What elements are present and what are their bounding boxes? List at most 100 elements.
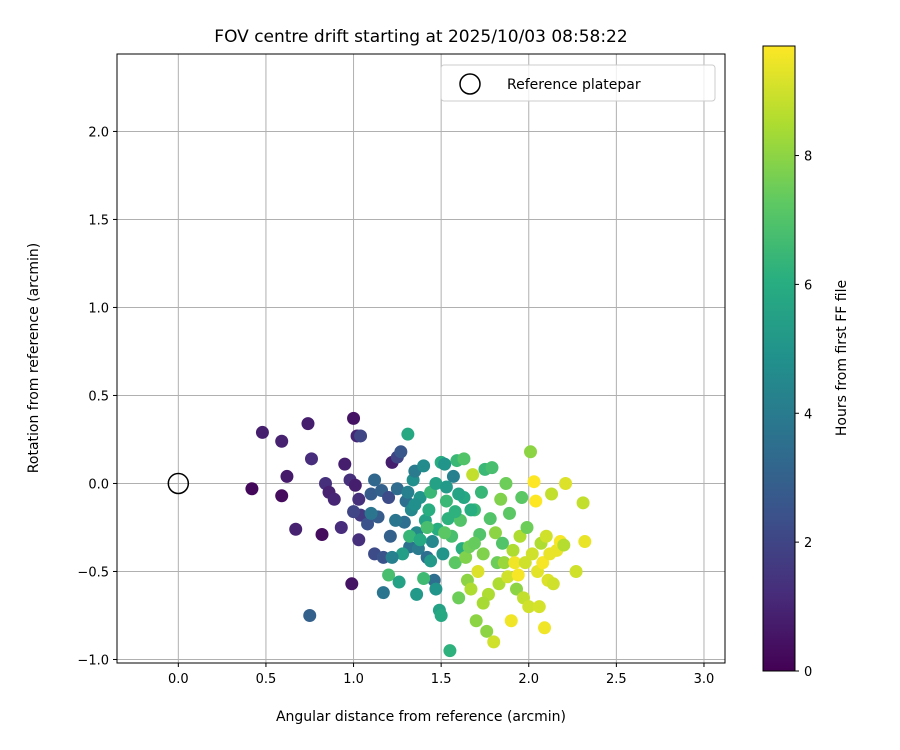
- data-point: [480, 624, 494, 638]
- legend-label-reference: Reference platepar: [507, 77, 641, 93]
- data-point: [334, 520, 348, 534]
- data-point: [394, 445, 408, 459]
- plot-frame: [116, 53, 726, 664]
- data-point: [439, 494, 453, 508]
- data-point: [417, 572, 431, 586]
- y-tick-label: 1.0: [88, 301, 109, 316]
- data-point: [495, 536, 509, 550]
- colorbar-tick-label: 4: [804, 407, 812, 422]
- data-point: [513, 529, 527, 543]
- data-point: [492, 577, 506, 591]
- data-point: [422, 503, 436, 517]
- data-point: [338, 457, 352, 471]
- data-point: [474, 485, 488, 499]
- data-point: [497, 556, 511, 570]
- data-point: [499, 476, 513, 490]
- colorbar-gradient: [762, 45, 796, 672]
- data-point: [396, 547, 410, 561]
- data-point: [417, 459, 431, 473]
- data-point: [436, 547, 450, 561]
- colorbar-ticks: 0 2 4 6 8: [795, 150, 812, 680]
- colorbar-tick-label: 0: [804, 665, 812, 680]
- data-point: [520, 520, 534, 534]
- data-point: [301, 417, 315, 431]
- data-point: [466, 468, 480, 482]
- data-point: [508, 556, 522, 570]
- data-point: [464, 503, 478, 517]
- data-point: [476, 596, 490, 610]
- x-axis-label: Angular distance from reference (arcmin): [276, 709, 566, 725]
- x-tick-label: 2.0: [518, 672, 539, 687]
- data-point: [538, 621, 552, 635]
- data-point: [420, 520, 434, 534]
- data-point: [452, 487, 466, 501]
- data-point: [438, 526, 452, 540]
- data-point: [408, 498, 422, 512]
- data-point: [289, 522, 303, 536]
- y-tick-label: 1.5: [88, 213, 109, 228]
- data-point: [410, 587, 424, 601]
- data-point: [385, 550, 399, 564]
- data-point: [352, 533, 366, 547]
- data-point: [476, 547, 490, 561]
- data-point: [327, 492, 341, 506]
- data-point: [303, 608, 317, 622]
- data-point: [576, 496, 590, 510]
- data-point: [354, 429, 368, 443]
- data-point: [509, 582, 523, 596]
- data-point: [457, 452, 471, 466]
- x-tick-label: 0.0: [168, 672, 189, 687]
- colorbar-label: Hours from first FF file: [834, 280, 850, 436]
- data-point: [443, 644, 457, 658]
- y-tick-label: 0.0: [88, 477, 109, 492]
- data-point: [389, 513, 403, 527]
- colorbar-tick-label: 2: [804, 536, 812, 551]
- colorbar-tick-label: 6: [804, 278, 812, 293]
- data-point: [527, 475, 541, 489]
- data-point: [429, 582, 443, 596]
- data-point: [429, 476, 443, 490]
- data-point: [559, 476, 573, 490]
- data-point: [446, 469, 460, 483]
- data-point: [438, 457, 452, 471]
- data-point: [536, 556, 550, 570]
- data-point: [459, 550, 473, 564]
- data-point: [403, 529, 417, 543]
- y-axis-label: Rotation from reference (arcmin): [26, 243, 42, 473]
- legend-marker-reference: [459, 73, 481, 95]
- data-point: [485, 461, 499, 475]
- data-point: [434, 608, 448, 622]
- legend-box: [440, 64, 716, 102]
- y-tick-label: −1.0: [77, 653, 109, 668]
- data-point: [347, 411, 361, 425]
- x-tick-label: 3.0: [694, 672, 715, 687]
- data-point: [539, 529, 553, 543]
- data-point: [383, 529, 397, 543]
- data-point: [502, 506, 516, 520]
- colorbar-tick-label: 8: [804, 150, 812, 165]
- data-point: [464, 582, 478, 596]
- data-point: [578, 535, 592, 549]
- data-point: [425, 535, 439, 549]
- data-point: [501, 570, 515, 584]
- data-point: [401, 485, 415, 499]
- data-point: [506, 543, 520, 557]
- data-point: [255, 425, 269, 439]
- data-point: [280, 469, 294, 483]
- data-point: [364, 487, 378, 501]
- data-point: [382, 491, 396, 505]
- data-point: [471, 564, 485, 578]
- data-point: [525, 547, 539, 561]
- data-point: [390, 482, 404, 496]
- data-point: [448, 556, 462, 570]
- legend: Reference platepar: [440, 64, 716, 102]
- axis-ticks: 0.0 0.5 1.0 1.5 2.0 2.5 3.0 −1.0 −0.5 0.0 0.5 1.0 1.…: [77, 125, 714, 687]
- data-point: [469, 614, 483, 628]
- data-point: [515, 491, 529, 505]
- data-point: [452, 591, 466, 605]
- data-point: [546, 577, 560, 591]
- data-point: [529, 494, 543, 508]
- data-point: [275, 434, 289, 448]
- data-point: [364, 506, 378, 520]
